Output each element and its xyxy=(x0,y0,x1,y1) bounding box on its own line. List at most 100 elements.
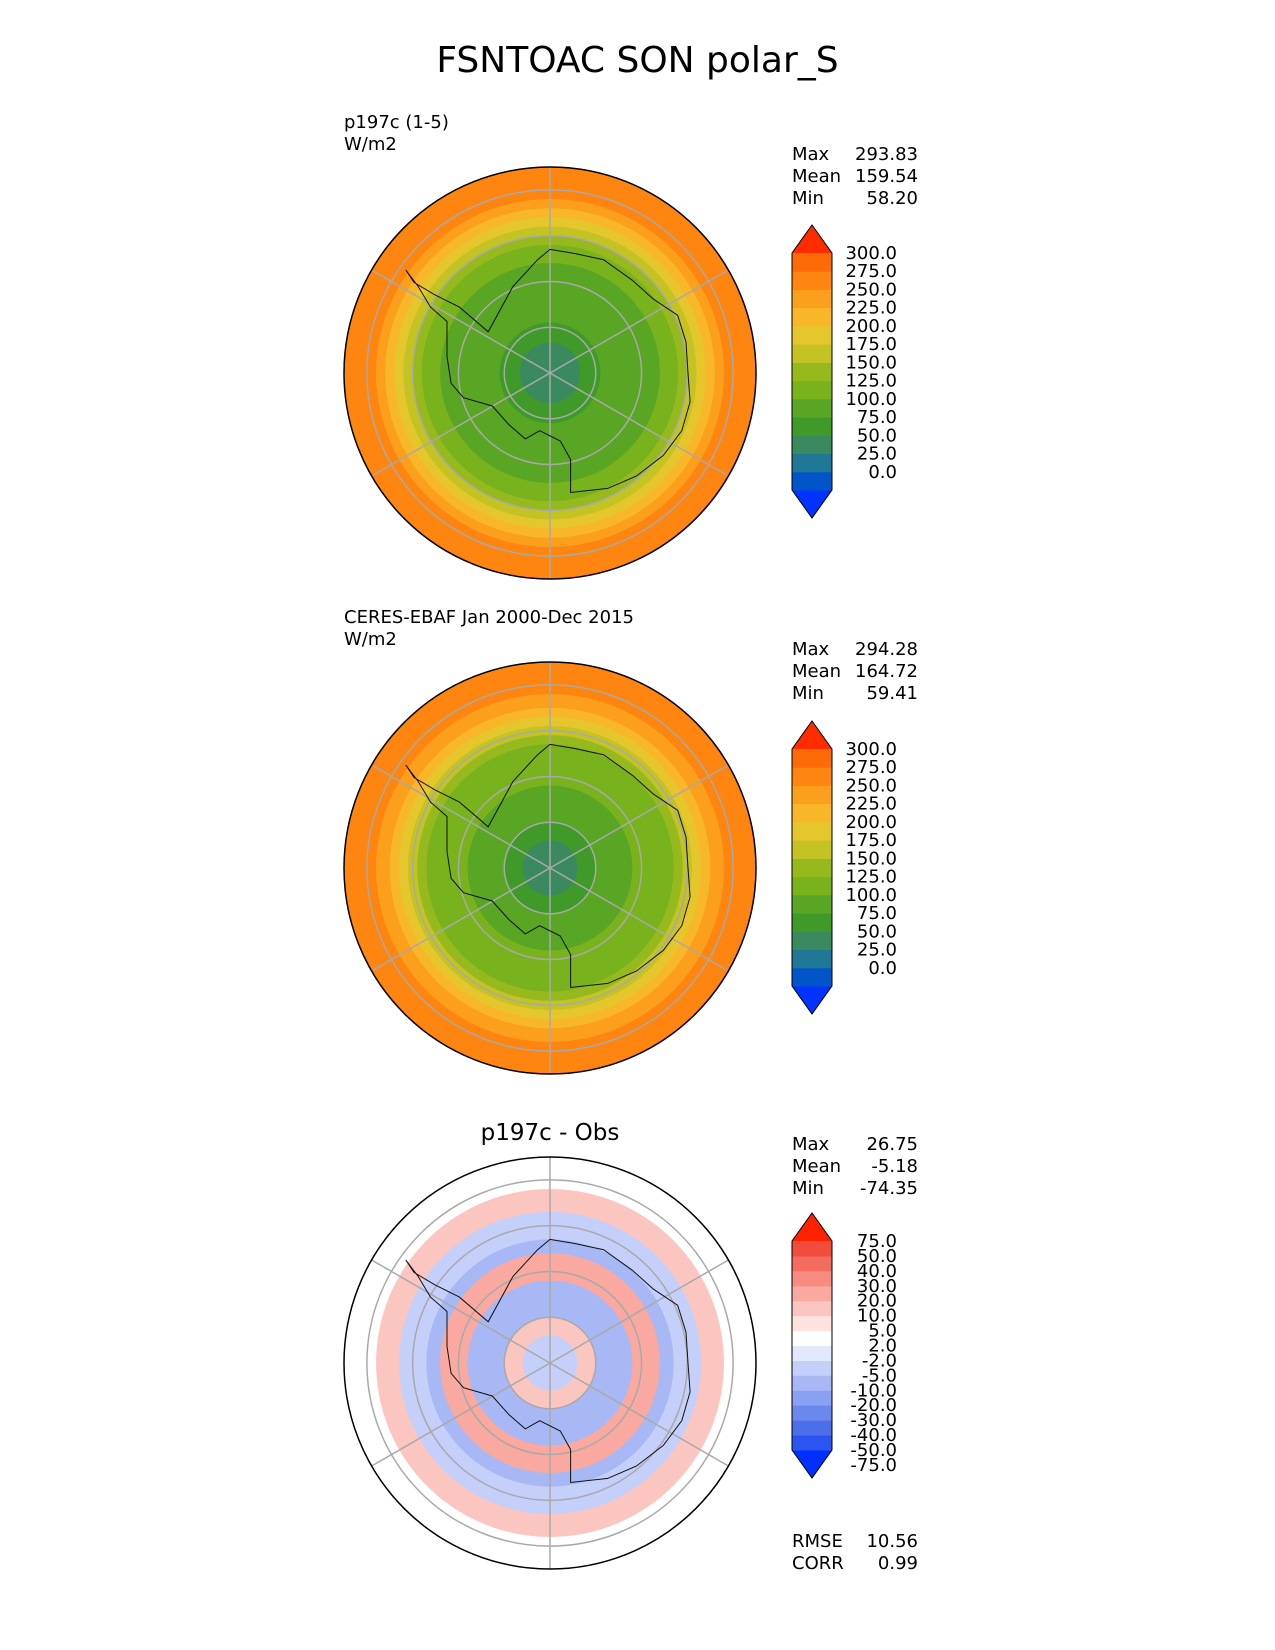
polar-map-2 xyxy=(343,661,757,1075)
antarctica-coastline xyxy=(405,248,691,494)
antarctica-coastline xyxy=(405,743,691,989)
colorbar-tick-label: 25.0 xyxy=(857,940,897,961)
colorbar-segment xyxy=(792,362,832,382)
colorbar-segment xyxy=(792,858,832,878)
colorbar-tick-label: 125.0 xyxy=(845,867,897,888)
colorbar-tick-label: 30.0 xyxy=(857,1276,897,1297)
colorbar-segment xyxy=(792,1435,832,1451)
panel-2-stat-label-max: Max xyxy=(792,639,830,660)
colorbar-segment xyxy=(792,949,832,969)
colorbar-tick-label: -5.0 xyxy=(862,1365,897,1386)
panel-2-name: CERES-EBAF Jan 2000-Dec 2015 xyxy=(344,607,634,628)
colorbar-tick-label: -20.0 xyxy=(850,1395,897,1416)
colorbar-extend-max xyxy=(792,225,832,253)
colorbar-segment xyxy=(792,876,832,896)
colorbar-segment xyxy=(792,344,832,363)
colorbar-segment xyxy=(792,1345,832,1361)
panel-3-stat-value-max: 26.75 xyxy=(866,1134,918,1155)
meridian-gridline xyxy=(371,1259,551,1364)
colorbar-segment xyxy=(792,803,832,823)
colorbar-segment xyxy=(792,471,832,491)
colorbar-tick-label: -30.0 xyxy=(850,1410,897,1431)
polar-map-3 xyxy=(343,1156,757,1570)
panel-1-stat-label-max: Max xyxy=(792,144,830,165)
panel-3-stat-label-min: Min xyxy=(792,1178,824,1199)
colorbar-tick-label: 50.0 xyxy=(857,425,897,446)
colorbar-segment xyxy=(792,253,832,272)
panel-3-stat-value-mean: -5.18 xyxy=(871,1156,918,1177)
colorbar-tick-label: 40.0 xyxy=(857,1261,897,1282)
colorbar-tick-label: 225.0 xyxy=(845,298,897,319)
meridian-gridline xyxy=(549,867,729,972)
colorbar-tick-label: 20.0 xyxy=(857,1291,897,1312)
polar-map-1 xyxy=(343,166,757,580)
panel-3-title: p197c - Obs xyxy=(480,1120,620,1146)
panel-3-metric-value-corr: 0.99 xyxy=(877,1553,918,1574)
colorbar-segment xyxy=(792,1360,832,1376)
colorbar-segment xyxy=(792,271,832,290)
panel-3-metric-label-corr: CORR xyxy=(792,1553,844,1574)
colorbar-tick-label: 100.0 xyxy=(845,389,897,410)
colorbar-segment xyxy=(792,1300,832,1317)
colorbar-segment xyxy=(792,821,832,841)
colorbar-tick-label: 275.0 xyxy=(845,261,897,282)
colorbar-segment xyxy=(792,840,832,859)
meridian-gridline xyxy=(371,372,551,477)
panel-1-stat-value-min: 58.20 xyxy=(866,188,918,209)
colorbar-segment xyxy=(792,1255,832,1272)
panel-1-stat-value-max: 293.83 xyxy=(855,144,918,165)
colorbar-segment xyxy=(792,289,832,309)
colorbar-tick-label: 100.0 xyxy=(845,885,897,906)
map-border xyxy=(343,661,757,1075)
colorbar-extend-min xyxy=(792,490,832,518)
colorbar-tick-label: -75.0 xyxy=(850,1455,897,1476)
colorbar-segment xyxy=(792,749,832,768)
colorbar-tick-label: 25.0 xyxy=(857,444,897,465)
meridian-gridline xyxy=(371,764,551,869)
colorbar-tick-label: 0.0 xyxy=(868,958,897,979)
colorbar-outline xyxy=(791,224,833,519)
colorbar-outline xyxy=(791,720,833,1015)
colorbar-tick-label: 5.0 xyxy=(868,1321,897,1342)
colorbar-segment xyxy=(792,1405,832,1421)
colorbar-extend-max xyxy=(792,1213,832,1241)
colorbar-segment xyxy=(792,398,832,418)
colorbar-extend-min xyxy=(792,986,832,1014)
meridian-gridline xyxy=(371,1362,551,1467)
colorbar-extend-min xyxy=(792,1450,832,1478)
colorbar-extend-max xyxy=(792,721,832,749)
map-border xyxy=(343,166,757,580)
colorbar-tick-label: 250.0 xyxy=(845,775,897,796)
colorbar-tick-label: 200.0 xyxy=(845,316,897,337)
colorbar-tick-label: 50.0 xyxy=(857,1246,897,1267)
colorbar-segment xyxy=(792,417,832,436)
colorbar-tick-label: 2.0 xyxy=(868,1336,897,1357)
panel-1-stat-label-min: Min xyxy=(792,188,824,209)
colorbar-segment xyxy=(792,307,832,327)
meridian-gridline xyxy=(549,1259,729,1364)
panel-1-stat-label-mean: Mean xyxy=(792,166,842,187)
colorbar-segment xyxy=(792,931,832,951)
colorbar-segment xyxy=(792,785,832,805)
colorbar-tick-label: 75.0 xyxy=(857,1231,897,1252)
panel-3-metric-label-rmse: RMSE xyxy=(792,1531,843,1552)
colorbar-tick-label: 275.0 xyxy=(845,757,897,778)
panel-3-stat-label-mean: Mean xyxy=(792,1156,842,1177)
colorbar-segment xyxy=(792,453,832,473)
panel-2-units: W/m2 xyxy=(344,629,397,650)
colorbar-segment xyxy=(792,913,832,932)
panel-2-stat-label-min: Min xyxy=(792,683,824,704)
colorbar-segment xyxy=(792,767,832,786)
colorbar-tick-label: 300.0 xyxy=(845,739,897,760)
colorbar-tick-label: -10.0 xyxy=(850,1380,897,1401)
colorbar-segment xyxy=(792,1315,832,1332)
colorbar-segment xyxy=(792,1330,832,1346)
panel-3-metric-value-rmse: 10.56 xyxy=(866,1531,918,1552)
colorbar-tick-label: 175.0 xyxy=(845,830,897,851)
colorbar-2: 300.0275.0250.0225.0200.0175.0150.0125.0… xyxy=(791,720,897,1015)
colorbar-tick-label: -2.0 xyxy=(862,1350,897,1371)
colorbar-tick-label: 10.0 xyxy=(857,1306,897,1327)
colorbar-segment xyxy=(792,1420,832,1436)
colorbar-segment xyxy=(792,894,832,914)
colorbar-segment xyxy=(792,1241,832,1257)
